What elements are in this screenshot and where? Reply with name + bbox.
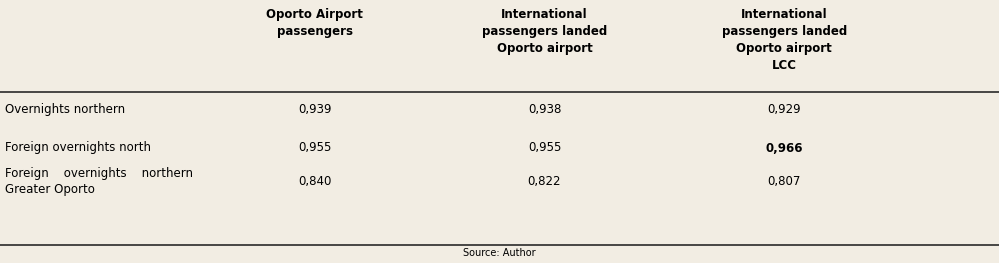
Text: 0,840: 0,840 <box>298 175 332 189</box>
Text: Source: Author: Source: Author <box>464 248 535 258</box>
Text: 0,929: 0,929 <box>767 104 801 117</box>
Text: 0,822: 0,822 <box>527 175 561 189</box>
Text: 0,955: 0,955 <box>527 141 561 154</box>
Text: 0,938: 0,938 <box>527 104 561 117</box>
Text: 0,939: 0,939 <box>298 104 332 117</box>
Text: 0,966: 0,966 <box>765 141 803 154</box>
Text: International
passengers landed
Oporto airport
LCC: International passengers landed Oporto a… <box>721 8 847 72</box>
Text: International
passengers landed
Oporto airport: International passengers landed Oporto a… <box>482 8 607 55</box>
Text: Foreign overnights north: Foreign overnights north <box>5 141 151 154</box>
Text: 0,807: 0,807 <box>767 175 801 189</box>
Text: Foreign    overnights    northern
Greater Oporto: Foreign overnights northern Greater Opor… <box>5 168 193 196</box>
Text: 0,955: 0,955 <box>298 141 332 154</box>
Text: Oporto Airport
passengers: Oporto Airport passengers <box>267 8 363 38</box>
Text: Overnights northern: Overnights northern <box>5 104 125 117</box>
